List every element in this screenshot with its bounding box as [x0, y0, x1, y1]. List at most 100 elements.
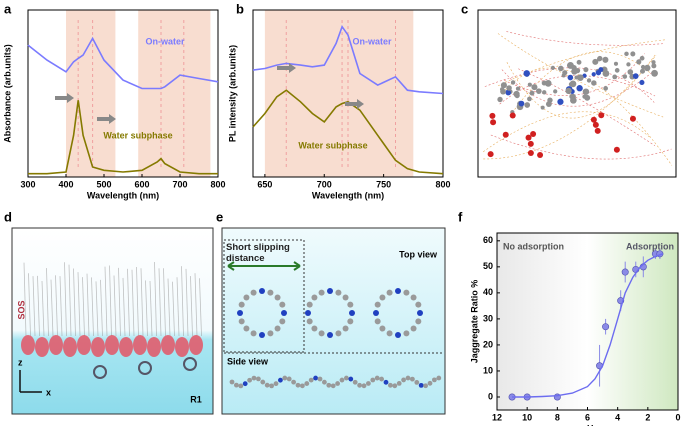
- contour: [506, 54, 656, 119]
- y-tick-label: 60: [483, 235, 493, 245]
- atom: [352, 379, 358, 385]
- aggregate: [189, 335, 203, 355]
- atom: [250, 289, 257, 296]
- atom: [370, 377, 376, 383]
- x-tick-label: 400: [58, 179, 73, 189]
- atom: [342, 294, 349, 301]
- atom: [322, 379, 327, 385]
- y-tick-label: 0: [488, 391, 493, 401]
- x-tick-label: 600: [134, 179, 149, 189]
- series-line: [252, 24, 444, 95]
- sos-streak: [37, 275, 40, 337]
- sos-streak: [131, 269, 135, 337]
- annotation: No adsorption: [503, 241, 564, 251]
- atom: [639, 79, 645, 86]
- atom: [250, 330, 257, 337]
- slip-label: Short slipping distance: [226, 242, 290, 264]
- atom: [238, 301, 245, 308]
- aggregate: [77, 335, 91, 355]
- x-axis-label: pH: [582, 423, 594, 426]
- oxygen: [487, 151, 494, 158]
- atom: [417, 310, 423, 316]
- oxygen: [537, 151, 544, 158]
- sos-streak: [181, 266, 184, 337]
- y-tick-label: 10: [483, 365, 493, 375]
- x-tick-label: 800: [435, 179, 450, 189]
- atom: [571, 68, 578, 75]
- slip-arrow: [227, 261, 301, 271]
- atom: [577, 74, 584, 81]
- atom: [582, 88, 590, 96]
- atom: [527, 82, 532, 87]
- atom: [414, 380, 420, 385]
- x-axis-label: Wavelength (nm): [312, 190, 384, 200]
- sos-streak: [86, 273, 90, 337]
- atom: [427, 380, 433, 386]
- atom: [274, 325, 281, 332]
- atom: [379, 325, 386, 332]
- y-tick-label: 20: [483, 339, 493, 349]
- atom: [586, 78, 592, 83]
- atom: [418, 382, 424, 388]
- atom: [591, 72, 596, 77]
- atom: [311, 294, 318, 301]
- oxygen: [490, 119, 497, 126]
- sos-streak: [149, 280, 153, 337]
- atom: [569, 93, 575, 100]
- atom: [544, 80, 552, 87]
- annotation: Adsorption: [626, 241, 674, 251]
- sos-streak: [32, 276, 36, 337]
- y-axis-label: PL intensity (arb.units): [227, 45, 237, 142]
- series-label: Water subphase: [298, 140, 367, 150]
- atom: [326, 382, 332, 388]
- x-tick-label: 500: [96, 179, 111, 189]
- atom: [242, 381, 248, 387]
- x-tick-label: 300: [20, 179, 35, 189]
- atom: [612, 74, 618, 80]
- atom: [632, 73, 639, 79]
- contour: [518, 68, 656, 147]
- atom: [330, 383, 336, 389]
- atom: [278, 377, 283, 383]
- atom: [423, 383, 428, 389]
- atom: [374, 375, 380, 381]
- atom: [639, 68, 646, 74]
- atom: [558, 65, 564, 72]
- atom: [403, 289, 410, 296]
- atom: [259, 332, 265, 338]
- sos-streak: [109, 265, 112, 337]
- axis-arrows: [19, 370, 42, 393]
- arrow: [97, 114, 116, 124]
- sos-streak: [154, 262, 157, 337]
- atom: [318, 330, 325, 337]
- atom: [415, 318, 422, 325]
- x-tick-label: 750: [376, 179, 391, 189]
- atom: [335, 381, 340, 386]
- atom: [273, 381, 279, 387]
- arrow: [345, 99, 364, 109]
- atom: [256, 376, 261, 382]
- atom: [505, 89, 511, 95]
- sos-streak: [172, 281, 175, 337]
- atom: [405, 375, 411, 381]
- contour: [503, 53, 645, 96]
- atom: [347, 318, 354, 325]
- atom: [497, 96, 503, 103]
- atom: [535, 88, 542, 95]
- series-label: On-water: [145, 36, 185, 46]
- dashed-box: [223, 239, 305, 353]
- molecule: [183, 357, 197, 371]
- atom: [627, 69, 634, 75]
- arrow: [277, 63, 296, 73]
- atom: [347, 301, 354, 308]
- label: R1: [190, 394, 202, 404]
- image-frame: [221, 227, 446, 415]
- plot-background: [497, 233, 678, 410]
- atom: [386, 289, 393, 296]
- atom: [513, 90, 520, 98]
- sos-streak: [41, 280, 45, 337]
- atom: [243, 294, 250, 301]
- sos-streak: [194, 273, 198, 337]
- sos-streak: [28, 273, 31, 337]
- atom: [259, 288, 265, 294]
